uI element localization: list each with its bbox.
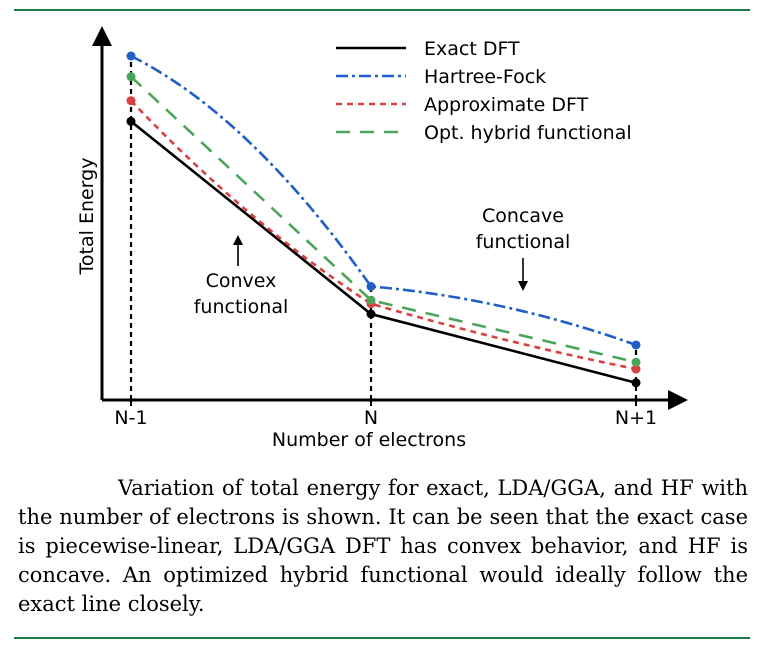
data-point (631, 378, 641, 388)
annotation-convex-line1: Convex (206, 270, 277, 292)
data-point (366, 295, 376, 305)
series-line (130, 54, 637, 347)
annotation-concave: Concave functional (476, 205, 571, 291)
legend-label: Exact DFT (424, 38, 520, 60)
series-points (126, 51, 641, 388)
annotation-convex-line2: functional (194, 296, 289, 318)
annotation-convex: Convex functional (194, 235, 289, 318)
data-point (126, 116, 136, 126)
y-axis-label: Total Energy (76, 158, 98, 276)
x-axis-arrow-icon (668, 390, 688, 410)
x-axis-label: Number of electrons (272, 429, 466, 451)
series-line (130, 75, 637, 364)
x-tick-label: N (364, 407, 378, 429)
figure-caption: Variation of total energy for exact, LDA… (18, 476, 748, 616)
data-point (126, 96, 136, 106)
energy-chart: N-1 N N+1 Number of electrons Total Energy… (76, 26, 688, 451)
data-point (366, 281, 376, 291)
annotation-concave-line1: Concave (482, 205, 564, 227)
data-point (366, 309, 376, 319)
data-point (631, 364, 641, 374)
bottom-rule (14, 637, 750, 639)
data-point (126, 51, 136, 61)
x-tick-labels: N-1 N N+1 (114, 400, 657, 429)
data-point (631, 340, 641, 350)
legend: Exact DFT Hartree-Fock Approximate DFT Opt.… (336, 38, 632, 144)
x-tick-label: N+1 (615, 407, 657, 429)
legend-label: Opt. hybrid functional (424, 122, 632, 144)
y-axis-arrow-icon (92, 26, 112, 46)
legend-label: Approximate DFT (424, 94, 589, 116)
annotation-concave-line2: functional (476, 231, 571, 253)
x-tick-label: N-1 (114, 407, 147, 429)
data-point (126, 72, 136, 82)
data-point (631, 357, 641, 367)
series-line (130, 99, 637, 371)
top-rule (14, 9, 750, 11)
legend-label: Hartree-Fock (424, 66, 546, 88)
